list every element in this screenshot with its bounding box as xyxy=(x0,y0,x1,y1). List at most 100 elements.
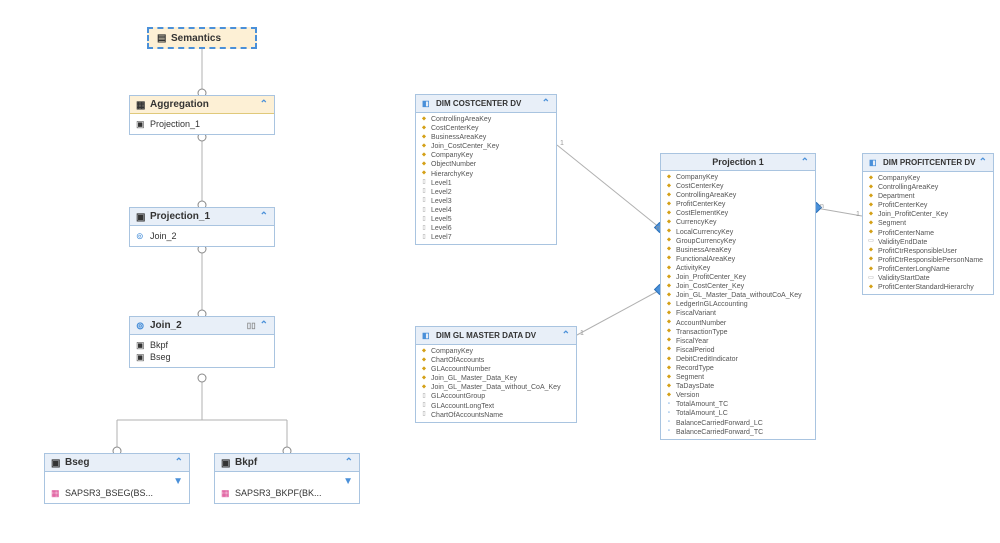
field-item[interactable]: ⬥CostElementKey xyxy=(665,209,811,218)
bkpf-node[interactable]: ▣ Bkpf ⌃ ▼ ▦ SAPSR3_BKPF(BK... xyxy=(214,453,360,504)
field-item[interactable]: ⬥CompanyKey xyxy=(420,151,552,160)
chevron-up-icon[interactable]: ⌃ xyxy=(260,320,268,331)
field-item[interactable]: ⬥Join_GL_Master_Data_withoutCoA_Key xyxy=(665,291,811,300)
bkpf-header[interactable]: ▣ Bkpf ⌃ xyxy=(215,454,359,472)
field-item[interactable]: ⬥TaDaysDate xyxy=(665,382,811,391)
chevron-up-icon[interactable]: ⌃ xyxy=(979,157,987,168)
dim-profitcenter-header[interactable]: ◧ DIM PROFITCENTER DV ⌃ xyxy=(863,154,993,172)
chevron-up-icon[interactable]: ⌃ xyxy=(175,457,183,468)
field-item[interactable]: ⬥CostCenterKey xyxy=(420,124,552,133)
field-item[interactable]: ⬥CompanyKey xyxy=(867,174,989,183)
field-item[interactable]: ⬥ProfitCenterKey xyxy=(665,200,811,209)
aggregation-node[interactable]: ▦ Aggregation ⌃ ▣ Projection_1 xyxy=(129,95,275,135)
field-item[interactable]: ▯Level1 xyxy=(420,179,552,188)
filter-icon[interactable]: ▼ xyxy=(343,476,353,487)
field-item[interactable]: ⬥CostCenterKey xyxy=(665,182,811,191)
field-item[interactable]: ⬥ObjectNumber xyxy=(420,160,552,169)
dim-costcenter-panel[interactable]: ◧ DIM COSTCENTER DV ⌃ ⬥ControllingAreaKe… xyxy=(415,94,557,245)
projection1-big-header[interactable]: Projection 1 ⌃ xyxy=(661,154,815,171)
field-item[interactable]: ⬥ProfitCenterName xyxy=(867,229,989,238)
field-item[interactable]: ⬥Join_ProfitCenter_Key xyxy=(665,273,811,282)
field-item[interactable]: ▯Level5 xyxy=(420,215,552,224)
filter-icon[interactable]: ▼ xyxy=(173,476,183,487)
field-item[interactable]: ▯Level7 xyxy=(420,233,552,242)
aggregation-header[interactable]: ▦ Aggregation ⌃ xyxy=(130,96,274,114)
field-item[interactable]: ⬥BusinessAreaKey xyxy=(665,246,811,255)
field-item[interactable]: ▭ValidityEndDate xyxy=(867,238,989,247)
field-item[interactable]: ▯Level3 xyxy=(420,197,552,206)
field-item[interactable]: ▯Level2 xyxy=(420,188,552,197)
join2-node[interactable]: ⊚ Join_2 ▯▯ ⌃ ▣ Bkpf ▣ Bseg xyxy=(129,316,275,368)
chevron-up-icon[interactable]: ⌃ xyxy=(260,99,268,110)
field-item[interactable]: ⬥FiscalYear xyxy=(665,337,811,346)
field-item[interactable]: ⬥HierarchyKey xyxy=(420,170,552,179)
field-item[interactable]: ⬥Join_ProfitCenter_Key xyxy=(867,210,989,219)
projection1-node[interactable]: ▣ Projection_1 ⌃ ⊚ Join_2 xyxy=(129,207,275,247)
field-item[interactable]: ⬥Segment xyxy=(867,219,989,228)
field-item[interactable]: ▫TotalAmount_TC xyxy=(665,400,811,409)
bseg-header[interactable]: ▣ Bseg ⌃ xyxy=(45,454,189,472)
field-item[interactable]: ⬥LocalCurrencyKey xyxy=(665,228,811,237)
join2-item-bkpf[interactable]: ▣ Bkpf xyxy=(136,339,268,351)
field-item[interactable]: ▯GLAccountLongText xyxy=(420,402,572,411)
field-item[interactable]: ⬥CompanyKey xyxy=(665,173,811,182)
field-item[interactable]: ⬥ControllingAreaKey xyxy=(665,191,811,200)
field-item[interactable]: ⬥Join_GL_Master_Data_Key xyxy=(420,374,572,383)
field-item[interactable]: ▯Level4 xyxy=(420,206,552,215)
field-item[interactable]: ⬥FiscalVariant xyxy=(665,309,811,318)
aggregation-item[interactable]: ▣ Projection_1 xyxy=(136,118,268,130)
field-item[interactable]: ⬥AccountNumber xyxy=(665,319,811,328)
field-item[interactable]: ⬥ProfitCtrResponsibleUser xyxy=(867,247,989,256)
field-item[interactable]: ⬥GroupCurrencyKey xyxy=(665,237,811,246)
dim-costcenter-header[interactable]: ◧ DIM COSTCENTER DV ⌃ xyxy=(416,95,556,113)
field-item[interactable]: ⬥ProfitCenterStandardHierarchy xyxy=(867,283,989,292)
chevron-up-icon[interactable]: ⌃ xyxy=(345,457,353,468)
field-item[interactable]: ▫BalanceCarriedForward_LC xyxy=(665,419,811,428)
field-item[interactable]: ▯GLAccountGroup xyxy=(420,392,572,401)
field-item[interactable]: ⬥Join_CostCenter_Key xyxy=(420,142,552,151)
field-item[interactable]: ⬥CurrencyKey xyxy=(665,218,811,227)
join2-item-bseg[interactable]: ▣ Bseg xyxy=(136,351,268,363)
field-item[interactable]: ▯ChartOfAccountsName xyxy=(420,411,572,420)
field-item[interactable]: ⬥GLAccountNumber xyxy=(420,365,572,374)
field-item[interactable]: ⬥ControllingAreaKey xyxy=(867,183,989,192)
chevron-up-icon[interactable]: ⌃ xyxy=(542,98,550,109)
semantics-node[interactable]: ▤ Semantics xyxy=(147,27,257,49)
dim-glmaster-panel[interactable]: ◧ DIM GL MASTER DATA DV ⌃ ⬥CompanyKey⬥Ch… xyxy=(415,326,577,423)
field-item[interactable]: ⬥ProfitCenterLongName xyxy=(867,265,989,274)
field-item[interactable]: ⬥Department xyxy=(867,192,989,201)
dim-profitcenter-panel[interactable]: ◧ DIM PROFITCENTER DV ⌃ ⬥CompanyKey⬥Cont… xyxy=(862,153,994,295)
field-item[interactable]: ⬥DebitCreditIndicator xyxy=(665,355,811,364)
chevron-up-icon[interactable]: ⌃ xyxy=(260,211,268,222)
field-item[interactable]: ⬥FiscalPeriod xyxy=(665,346,811,355)
field-item[interactable]: ▭ValidityStartDate xyxy=(867,274,989,283)
field-item[interactable]: ⬥Join_CostCenter_Key xyxy=(665,282,811,291)
field-item[interactable]: ⬥TransactionType xyxy=(665,328,811,337)
join2-header[interactable]: ⊚ Join_2 ▯▯ ⌃ xyxy=(130,317,274,335)
chevron-up-icon[interactable]: ⌃ xyxy=(801,157,809,168)
field-item[interactable]: ⬥ActivityKey xyxy=(665,264,811,273)
field-item[interactable]: ⬥RecordType xyxy=(665,364,811,373)
field-item[interactable]: ⬥ChartOfAccounts xyxy=(420,356,572,365)
bseg-node[interactable]: ▣ Bseg ⌃ ▼ ▦ SAPSR3_BSEG(BS... xyxy=(44,453,190,504)
field-item[interactable]: ⬥ProfitCenterKey xyxy=(867,201,989,210)
dim-glmaster-header[interactable]: ◧ DIM GL MASTER DATA DV ⌃ xyxy=(416,327,576,345)
field-item[interactable]: ⬥BusinessAreaKey xyxy=(420,133,552,142)
field-item[interactable]: ⬥ProfitCtrResponsiblePersonName xyxy=(867,256,989,265)
field-item[interactable]: ▫TotalAmount_LC xyxy=(665,409,811,418)
field-item[interactable]: ⬥Segment xyxy=(665,373,811,382)
bseg-item[interactable]: ▦ SAPSR3_BSEG(BS... xyxy=(51,487,183,499)
projection1-item[interactable]: ⊚ Join_2 xyxy=(136,230,268,242)
bkpf-item[interactable]: ▦ SAPSR3_BKPF(BK... xyxy=(221,487,353,499)
field-item[interactable]: ⬥Join_GL_Master_Data_without_CoA_Key xyxy=(420,383,572,392)
chevron-up-icon[interactable]: ⌃ xyxy=(562,330,570,341)
field-item[interactable]: ⬥Version xyxy=(665,391,811,400)
field-item[interactable]: ▫BalanceCarriedForward_TC xyxy=(665,428,811,437)
field-item[interactable]: ▯Level6 xyxy=(420,224,552,233)
field-item[interactable]: ⬥LedgerInGLAccounting xyxy=(665,300,811,309)
projection1-big-panel[interactable]: Projection 1 ⌃ ⬥CompanyKey⬥CostCenterKey… xyxy=(660,153,816,440)
field-item[interactable]: ⬥CompanyKey xyxy=(420,347,572,356)
field-item[interactable]: ⬥FunctionalAreaKey xyxy=(665,255,811,264)
projection1-header[interactable]: ▣ Projection_1 ⌃ xyxy=(130,208,274,226)
field-item[interactable]: ⬥ControllingAreaKey xyxy=(420,115,552,124)
